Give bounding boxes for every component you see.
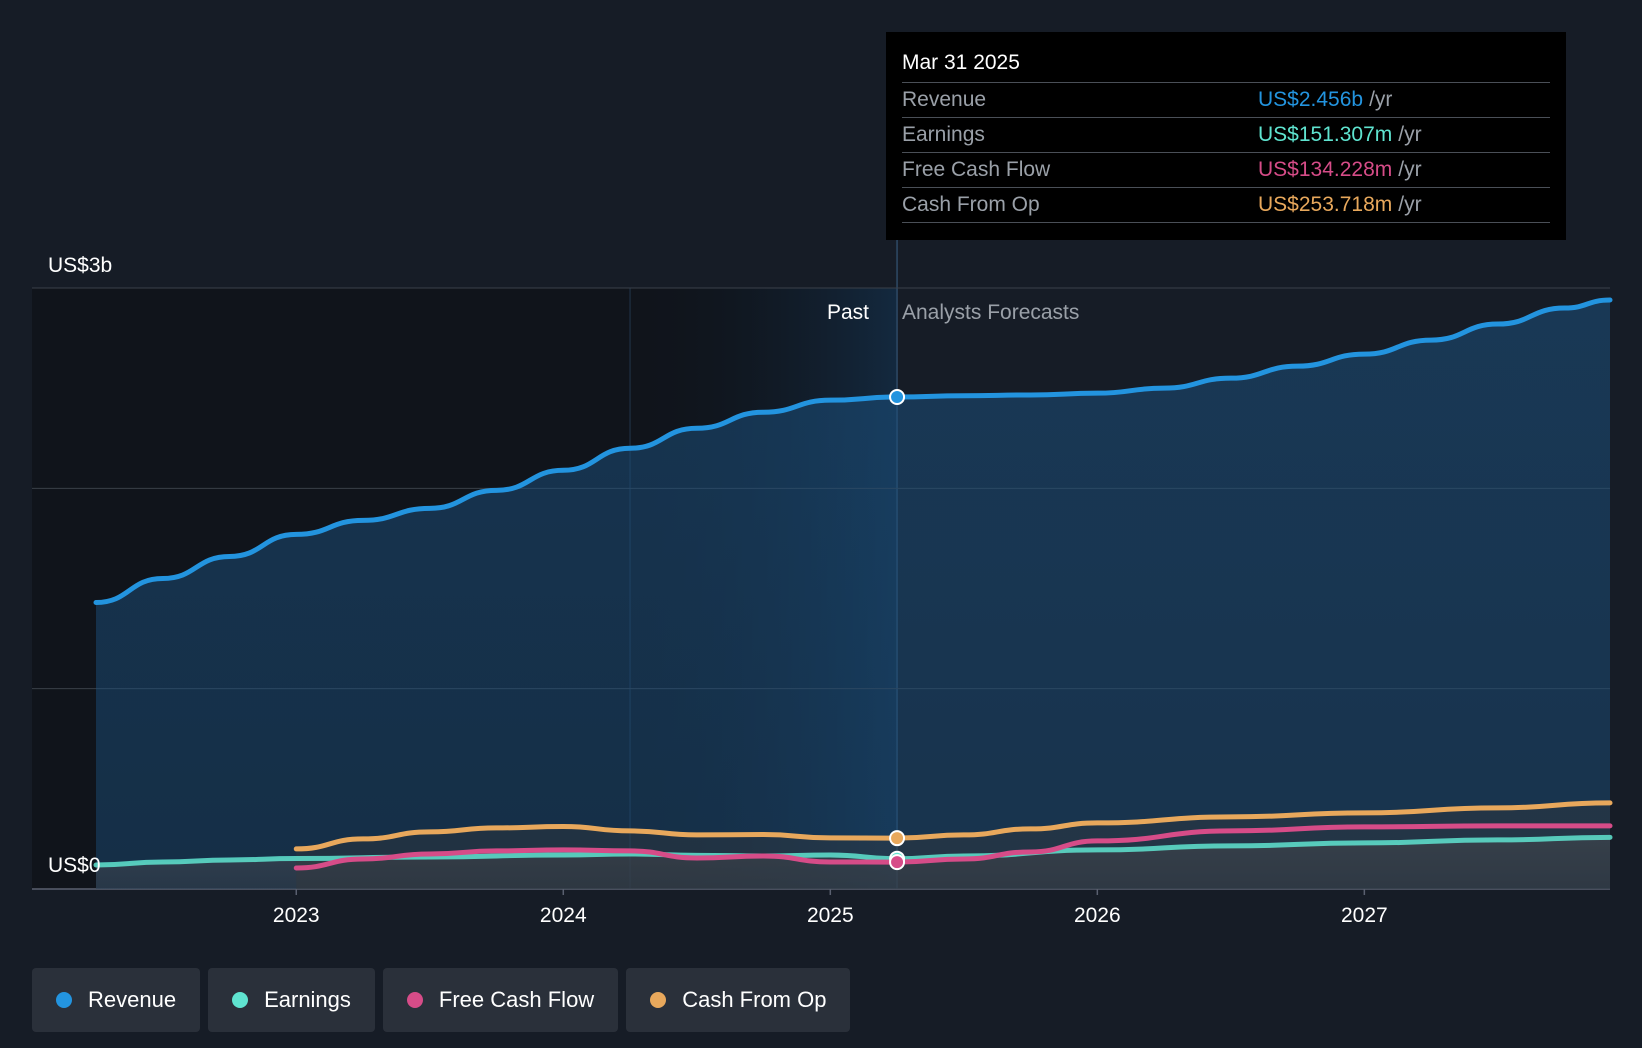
legend-item-earnings[interactable]: Earnings: [208, 968, 375, 1032]
x-tick-label: 2025: [807, 904, 854, 927]
x-tick-label: 2023: [273, 904, 320, 927]
revenue-area: [96, 300, 1610, 889]
area-layer: [96, 300, 1611, 889]
legend-label: Cash From Op: [682, 987, 827, 1012]
tooltip-row: Free Cash Flow US$134.228m/yr: [902, 152, 1550, 187]
x-tick-label: 2026: [1074, 904, 1121, 927]
tooltip-row-label: Revenue: [902, 88, 987, 111]
tooltip-row-value: US$253.718m: [1258, 193, 1393, 216]
tooltip-row: Cash From Op US$253.718m/yr: [902, 187, 1550, 223]
legend: Revenue Earnings Free Cash Flow Cash From O…: [32, 968, 851, 1032]
tooltip-row-unit: /yr: [1398, 193, 1422, 216]
tooltip-row-unit: /yr: [1398, 123, 1422, 146]
x-tick-label: 2024: [540, 904, 587, 927]
cash-from-op-area: [296, 802, 1611, 889]
x-tick-label: 2027: [1341, 904, 1388, 927]
legend-item-revenue[interactable]: Revenue: [32, 968, 201, 1032]
tooltip-row-label: Cash From Op: [902, 193, 1040, 216]
legend-item-free-cash-flow[interactable]: Free Cash Flow: [382, 968, 619, 1032]
line-layer: [93, 297, 1613, 871]
y-axis-top-label: US$3b: [48, 254, 112, 277]
legend-dot-icon: [56, 992, 72, 1008]
revenue-marker: [889, 388, 906, 405]
cash-from-op-line: [293, 800, 1613, 852]
legend-dot-icon: [650, 992, 667, 1008]
tooltip-date: Mar 31 2025: [902, 51, 1020, 74]
free-cash-flow-line: [293, 823, 1613, 871]
forecast-label: Analysts Forecasts: [902, 301, 1079, 324]
legend-label: Free Cash Flow: [438, 987, 595, 1012]
y-axis-bottom-label: US$0: [48, 854, 101, 877]
tooltip-row-label: Earnings: [902, 123, 985, 146]
tooltip-row-value: US$2.456b: [1258, 88, 1364, 111]
legend-label: Earnings: [264, 987, 351, 1012]
tooltip-row: Revenue US$2.456b/yr: [902, 82, 1550, 117]
tooltip-row-value: US$134.228m: [1258, 158, 1393, 181]
past-label: Past: [827, 301, 869, 324]
tooltip-row: Earnings US$151.307m/yr: [902, 117, 1550, 152]
text-layer: US$3b US$0 Past Analysts Forecasts 2023 2…: [48, 254, 1388, 927]
tooltip-row-value: US$151.307m: [1258, 123, 1393, 146]
tooltip: Mar 31 2025 Revenue US$2.456b/yr Earnings U…: [886, 32, 1566, 240]
tooltip-row-unit: /yr: [1398, 158, 1422, 181]
cash-from-op-marker: [889, 830, 906, 847]
legend-item-cash-from-op[interactable]: Cash From Op: [626, 968, 851, 1032]
tooltip-row-label: Free Cash Flow: [902, 158, 1051, 181]
tooltip-rows: Revenue US$2.456b/yr Earnings US$151.307m/y…: [902, 82, 1550, 223]
legend-label: Revenue: [88, 987, 177, 1012]
free-cash-flow-marker: [889, 854, 906, 871]
revenue-line: [93, 297, 1613, 606]
legend-dot-icon: [232, 992, 249, 1008]
legend-dot-icon: [406, 992, 423, 1008]
tooltip-row-unit: /yr: [1369, 88, 1393, 111]
marker-layer: [889, 388, 906, 871]
